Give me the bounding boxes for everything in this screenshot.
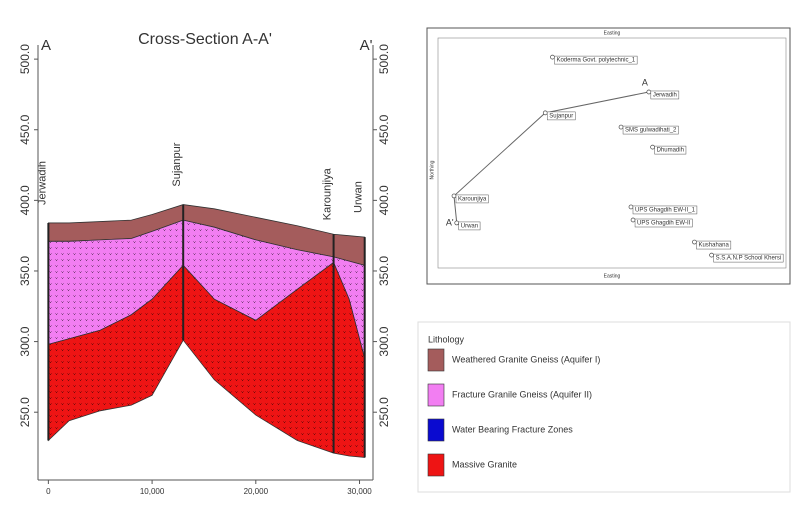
point-label: UPS Ghagdih EW-II_1: [635, 208, 696, 214]
legend-swatch: [428, 419, 444, 441]
x-tick-label: 20,000: [244, 487, 269, 496]
chart-title: Cross-Section A-A': [138, 31, 272, 48]
point-label: Sujanpur: [549, 113, 573, 119]
x-axis-title: Easting: [604, 30, 621, 36]
legend-title: Lithology: [428, 334, 465, 344]
point: [629, 205, 633, 209]
x-tick-label: 10,000: [140, 487, 165, 496]
section-end: A': [360, 37, 373, 54]
y-tick-label: 400.0: [18, 185, 32, 215]
point: [455, 221, 459, 225]
point: [452, 194, 456, 198]
x-axis-title: Easting: [604, 273, 621, 279]
y-tick-label: 300.0: [18, 326, 32, 356]
legend-label: Weathered Granite Gneiss (Aquifer I): [452, 354, 600, 364]
point-label: S.S.A.N.P School Khersi: [716, 256, 782, 262]
point-label: Kushahana: [698, 243, 729, 249]
map-panel: [427, 28, 790, 284]
y2-tick-label: 400.0: [377, 185, 391, 215]
x-tick-label: 0: [46, 487, 51, 496]
section-start: A: [642, 77, 648, 87]
y2-tick-label: 450.0: [377, 114, 391, 144]
legend-swatch: [428, 349, 444, 371]
y-tick-label: 500.0: [18, 44, 32, 74]
section-end: A': [446, 217, 454, 227]
y-tick-label: 350.0: [18, 256, 32, 286]
well-label: Urwan: [353, 181, 365, 213]
y-axis-title: Northing: [429, 160, 435, 179]
point-label: Dhumadih: [657, 148, 684, 154]
point: [651, 145, 655, 149]
well-label: Karounjiya: [321, 167, 333, 220]
point-label: Urwan: [461, 224, 478, 230]
y2-tick-label: 350.0: [377, 256, 391, 286]
page: Cross-Section A-A' A A' Jerwadih Sujanpur Kar…: [0, 0, 794, 508]
well-label: Sujanpur: [171, 142, 183, 186]
y2-tick-label: 500.0: [377, 44, 391, 74]
legend-swatch: [428, 454, 444, 476]
legend-label: Massive Granite: [452, 459, 517, 469]
y2-tick-label: 250.0: [377, 397, 391, 427]
point-label: Koderma Govt. polytechnic_1: [556, 58, 635, 64]
point-label: Karounjiya: [458, 197, 487, 203]
point: [543, 111, 547, 115]
x-tick-label: 30,000: [347, 487, 372, 496]
section-start: A: [41, 37, 51, 54]
legend-label: Water Bearing Fracture Zones: [452, 424, 573, 434]
point: [631, 218, 635, 222]
point: [550, 55, 554, 59]
y2-tick-label: 300.0: [377, 326, 391, 356]
y-tick-label: 450.0: [18, 114, 32, 144]
point-label: UPS Ghagdih EW-II: [637, 221, 691, 227]
legend-swatch: [428, 384, 444, 406]
point: [619, 125, 623, 129]
point-label: SMS gulwadihati_2: [625, 128, 677, 134]
legend-label: Fracture Granile Gneiss (Aquifer II): [452, 389, 592, 399]
point-label: Jerwadih: [653, 93, 677, 99]
point: [692, 240, 696, 244]
y-tick-label: 250.0: [18, 397, 32, 427]
point: [710, 253, 714, 257]
point: [647, 90, 651, 94]
